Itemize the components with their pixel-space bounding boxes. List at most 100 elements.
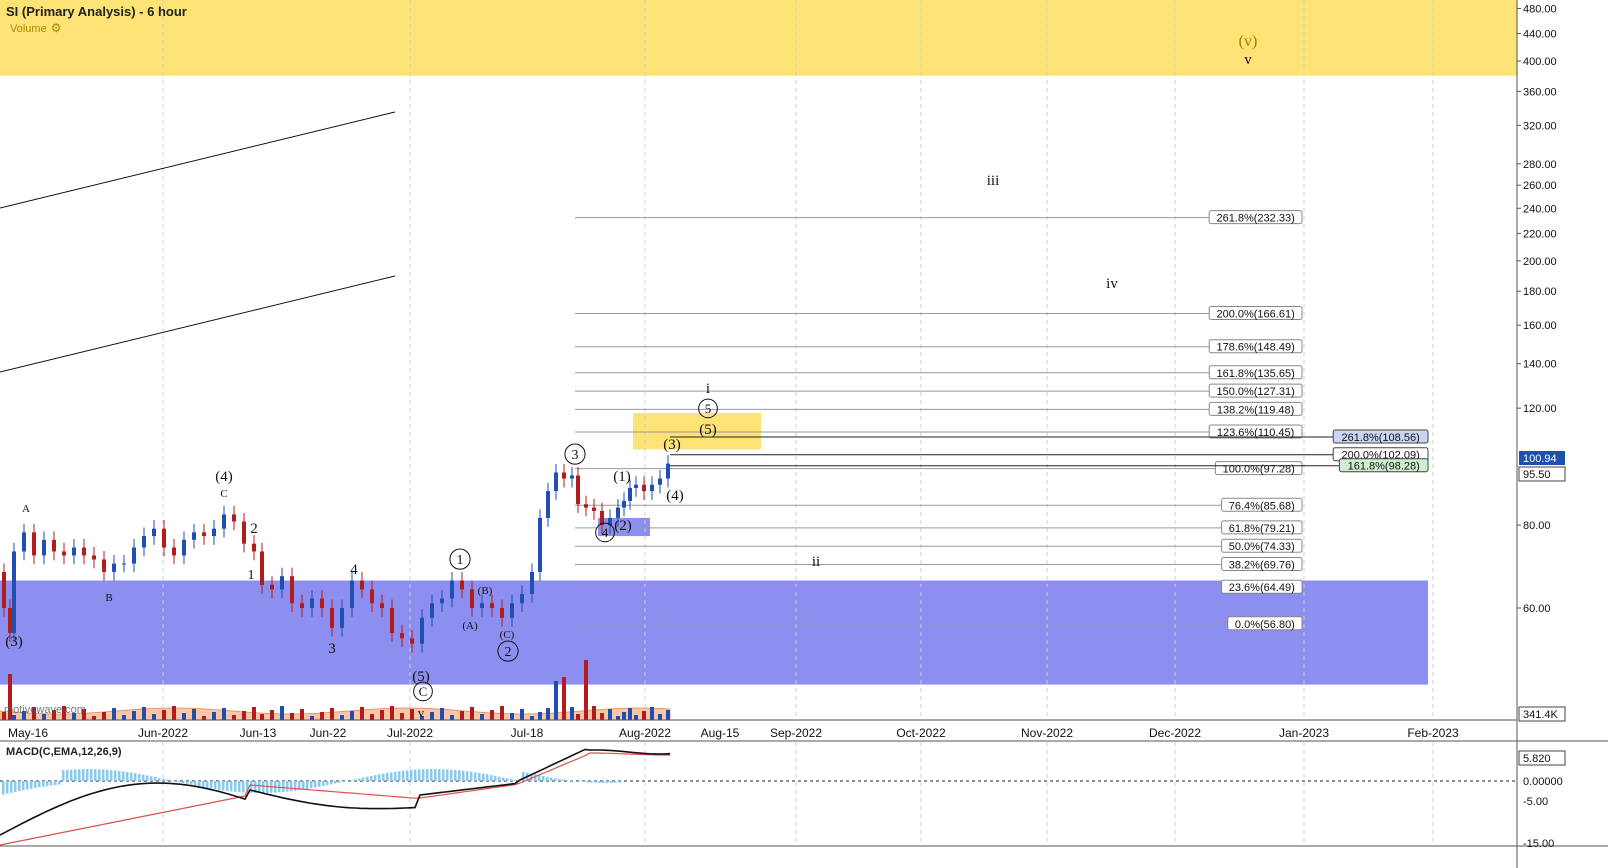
wave-label-p5low: (5) xyxy=(412,669,430,685)
volume-bar-63 xyxy=(592,706,596,720)
current-price-box xyxy=(1519,451,1565,466)
macd-hist-bar xyxy=(470,771,473,781)
volume-bar-55 xyxy=(530,716,534,720)
volume-bar-24 xyxy=(222,708,226,720)
macd-hist-bar xyxy=(342,781,345,782)
macd-hist-bar xyxy=(422,769,425,781)
candle-body-14 xyxy=(122,563,126,565)
macd-hist-bar xyxy=(210,781,213,789)
volume-bar-42 xyxy=(400,713,404,720)
macd-hist-bar xyxy=(414,769,417,781)
wave-label-c1: 1 xyxy=(457,553,464,568)
prev-price-box xyxy=(1518,466,1566,482)
macd-hist-bar xyxy=(74,769,77,781)
candle-body-60 xyxy=(570,475,574,479)
candle-body-19 xyxy=(172,547,176,556)
fib-label-5: 138.2%(119.48) xyxy=(1217,404,1294,416)
volume-bar-48 xyxy=(460,711,464,720)
candle-body-70 xyxy=(642,484,646,492)
volume-bar-61 xyxy=(576,714,580,720)
volume-bar-47 xyxy=(450,715,454,720)
macd-hist-bar xyxy=(374,775,377,781)
time-label-5: Jul-18 xyxy=(511,726,544,740)
macd-hist-bar xyxy=(150,776,153,781)
candle-body-26 xyxy=(242,521,246,544)
candle-body-62 xyxy=(584,504,588,508)
candle-body-61 xyxy=(576,475,580,505)
candle-body-59 xyxy=(562,472,566,479)
volume-bar-60 xyxy=(570,707,574,720)
candle-body-53 xyxy=(510,603,514,618)
volume-bar-35 xyxy=(330,708,334,720)
macd-hist-bar xyxy=(246,781,249,793)
macd-hist-bar xyxy=(314,781,317,788)
candle-body-54 xyxy=(520,593,524,604)
wave-label-i: i xyxy=(706,381,710,397)
macd-hist-bar xyxy=(154,776,157,781)
wave-label-l3: 3 xyxy=(328,641,336,657)
macd-hist-bar xyxy=(450,769,453,781)
candle-body-49 xyxy=(470,589,474,608)
volume-bar-7 xyxy=(52,710,56,720)
macd-hist-bar xyxy=(614,781,617,783)
macd-hist-bar xyxy=(42,781,45,787)
macd-hist-bar xyxy=(178,781,181,783)
wave-label-pA: (A) xyxy=(462,620,478,632)
volume-indicator-label[interactable]: Volume ⚙ xyxy=(10,21,61,35)
candle-body-44 xyxy=(420,617,424,644)
volume-bar-30 xyxy=(280,706,284,720)
gear-icon[interactable]: ⚙ xyxy=(50,21,62,35)
macd-hist-bar xyxy=(434,769,437,781)
macd-hist-bar xyxy=(90,769,93,781)
wave-label-pB: (B) xyxy=(478,585,493,597)
macd-hist-bar xyxy=(350,780,353,781)
macd-hist-bar xyxy=(146,775,149,781)
candle-body-64 xyxy=(600,510,604,526)
macd-hist-bar xyxy=(318,781,321,787)
macd-hist-bar xyxy=(26,781,29,790)
macd-hist-bar xyxy=(358,778,361,781)
macd-hist-bar xyxy=(462,770,465,781)
volume-bar-9 xyxy=(72,713,76,720)
candle-body-63 xyxy=(592,507,596,511)
candle-body-10 xyxy=(82,547,86,556)
volume-bar-1 xyxy=(2,712,6,720)
current-price-label: 100.94 xyxy=(1523,453,1557,465)
macd-hist-bar xyxy=(194,781,197,786)
chart-title: SI (Primary Analysis) - 6 hour xyxy=(6,4,187,19)
macd-hist-bar xyxy=(78,769,81,781)
time-label-6: Aug-2022 xyxy=(619,726,671,740)
wave-label-l1: 1 xyxy=(248,568,255,583)
candle-body-55 xyxy=(530,571,534,594)
time-label-12: Jan-2023 xyxy=(1279,726,1329,740)
candle-body-32 xyxy=(300,603,304,608)
macd-hist-bar xyxy=(306,781,309,789)
macd-hist-bar xyxy=(430,769,433,781)
candle-body-18 xyxy=(162,528,166,548)
volume-bar-69 xyxy=(634,715,638,720)
macd-signal-line xyxy=(0,752,670,846)
macd-hist-bar xyxy=(50,781,53,786)
macd-hist-bar xyxy=(590,781,593,783)
candle-body-13 xyxy=(112,563,116,572)
macd-hist-bar xyxy=(138,773,141,781)
macd-hist-bar xyxy=(514,780,517,781)
wave-label-c3: 3 xyxy=(572,448,579,463)
macd-hist-bar xyxy=(118,770,121,781)
wave-circle-c3 xyxy=(564,443,586,465)
time-label-2: Jun-13 xyxy=(240,726,277,740)
macd-hist-bar xyxy=(158,777,161,781)
wave-label-l4: 4 xyxy=(350,562,358,578)
macd-hist-bar xyxy=(522,771,525,781)
time-label-4: Jul-2022 xyxy=(387,726,433,740)
candle-body-47 xyxy=(450,580,454,599)
fib-label-1: 200.0%(166.61) xyxy=(1216,309,1294,321)
trend-line-upper xyxy=(0,111,396,209)
volume-bar-10 xyxy=(82,709,86,720)
candle-body-38 xyxy=(360,580,364,590)
macd-hist-bar xyxy=(394,771,397,781)
macd-hist-bar xyxy=(190,781,193,785)
macd-hist-bar xyxy=(134,773,137,781)
wave-label-p5: (5) xyxy=(699,422,717,438)
